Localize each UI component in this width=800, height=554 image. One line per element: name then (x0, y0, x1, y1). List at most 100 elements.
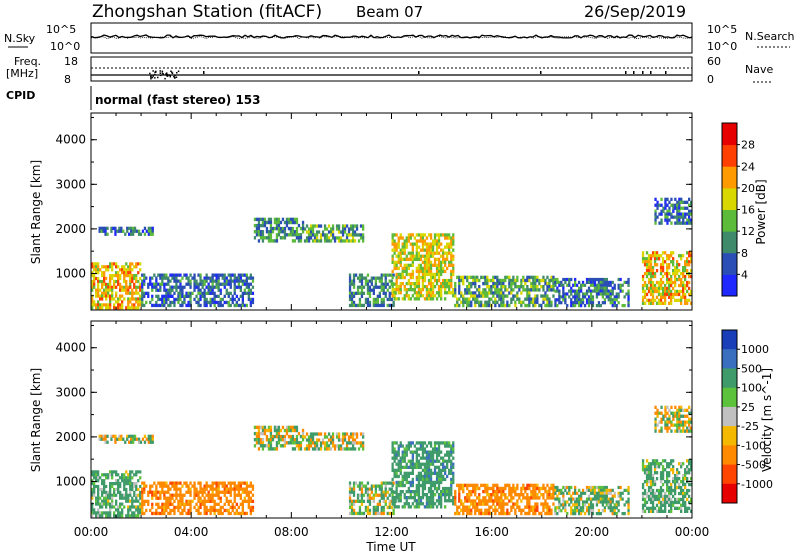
data-cell (446, 499, 449, 503)
data-cell (550, 303, 553, 308)
data-cell (550, 496, 553, 500)
data-cell (486, 489, 489, 494)
data-cell (117, 487, 120, 492)
data-cell (409, 288, 412, 292)
data-cell (494, 505, 497, 509)
data-cell (494, 493, 497, 497)
data-cell (229, 493, 232, 497)
data-cell (241, 502, 244, 506)
data-cell (293, 425, 297, 430)
data-cell (534, 511, 537, 516)
data-cell (205, 481, 208, 485)
data-cell (562, 292, 565, 296)
data-cell (653, 298, 657, 302)
data-cell (395, 486, 398, 491)
data-cell (397, 251, 400, 255)
data-cell (401, 465, 404, 469)
data-cell (283, 233, 287, 237)
data-cell (494, 483, 497, 488)
data-cell (145, 437, 148, 441)
data-cell (649, 274, 653, 279)
data-cell (494, 291, 497, 295)
data-cell (189, 282, 192, 286)
data-cell (217, 300, 220, 305)
data-cell (653, 286, 657, 291)
data-cell (102, 437, 105, 441)
data-cell (368, 499, 372, 503)
data-cell (289, 233, 293, 237)
data-cell (209, 493, 212, 497)
data-cell (625, 500, 628, 504)
data-cell (601, 286, 604, 290)
data-cell (118, 226, 121, 230)
freq-dot (166, 75, 169, 77)
data-cell (325, 227, 329, 231)
data-cell (113, 282, 116, 286)
data-cell (672, 480, 675, 484)
data-cell (137, 303, 140, 307)
data-cell (433, 263, 437, 267)
data-cell (454, 502, 457, 506)
data-cell (421, 483, 425, 488)
data-cell (123, 271, 126, 275)
data-cell (123, 297, 126, 301)
data-cell (384, 490, 387, 494)
data-cell (110, 434, 113, 438)
data-cell (397, 480, 400, 485)
data-cell (127, 306, 130, 310)
data-cell (413, 236, 416, 240)
data-cell (127, 508, 130, 512)
data-cell (437, 468, 441, 472)
data-cell (393, 266, 396, 271)
data-cell (627, 506, 630, 510)
data-cell (201, 487, 204, 491)
data-cell (676, 500, 679, 505)
data-cell (97, 484, 100, 489)
data-cell (217, 288, 220, 292)
data-cell (185, 484, 188, 488)
data-cell (167, 502, 170, 506)
data-cell (421, 453, 425, 457)
data-cell (496, 291, 499, 295)
data-cell (512, 278, 515, 283)
data-cell (433, 239, 437, 243)
data-cell (350, 502, 354, 506)
data-cell (115, 274, 118, 278)
data-cell (484, 300, 487, 304)
data-cell (674, 477, 677, 481)
data-cell (417, 245, 421, 249)
data-cell (391, 502, 394, 506)
data-cell (125, 306, 128, 310)
data-cell (417, 459, 421, 463)
data-cell (115, 482, 118, 486)
data-cell (530, 508, 533, 512)
data-cell (227, 294, 230, 298)
data-cell (670, 251, 673, 255)
data-cell (442, 465, 445, 469)
data-cell (399, 233, 402, 237)
data-cell (127, 297, 130, 301)
data-cell (390, 505, 393, 510)
data-cell (279, 434, 283, 439)
data-cell (131, 268, 134, 272)
data-cell (179, 502, 182, 506)
data-cell (177, 300, 180, 305)
data-cell (500, 486, 503, 491)
data-cell (458, 489, 461, 494)
data-cell (560, 491, 563, 495)
data-cell (351, 230, 355, 234)
data-cell (122, 229, 125, 233)
data-cell (472, 297, 475, 301)
data-cell (93, 274, 96, 278)
data-cell (153, 511, 156, 516)
data-cell (405, 266, 408, 271)
data-cell (645, 480, 649, 484)
data-cell (464, 505, 467, 509)
data-cell (452, 288, 455, 292)
data-cell (362, 276, 366, 280)
data-cell (417, 291, 421, 295)
data-cell (173, 484, 176, 488)
data-cell (95, 265, 98, 269)
data-cell (510, 489, 513, 494)
data-cell (277, 431, 281, 436)
